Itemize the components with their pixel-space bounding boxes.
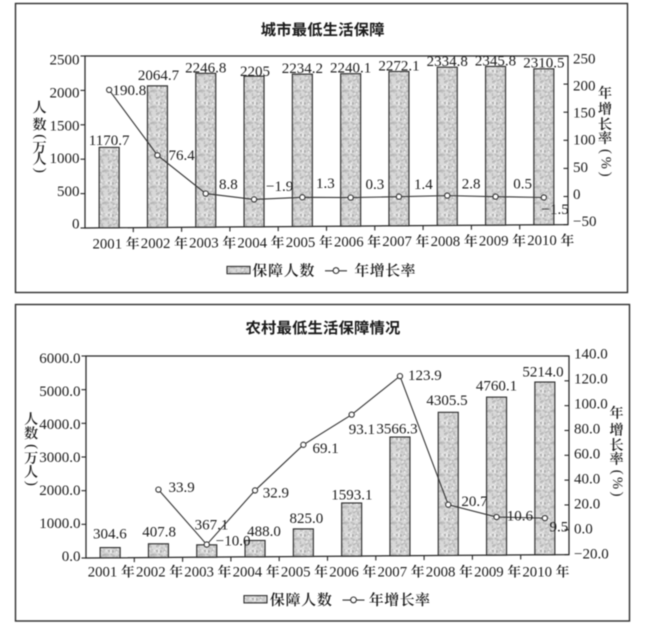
svg-text:2007: 2007 (378, 565, 408, 581)
svg-text:1.3: 1.3 (316, 176, 335, 192)
svg-text:120.0: 120.0 (574, 372, 608, 388)
svg-text:5000.0: 5000.0 (39, 384, 80, 400)
svg-text:2010: 2010 (522, 565, 552, 581)
svg-text:2002: 2002 (141, 236, 171, 252)
svg-text:20.7: 20.7 (461, 494, 488, 510)
svg-text:2001: 2001 (93, 236, 123, 252)
svg-text:(: ( (609, 470, 625, 475)
svg-text:20.0: 20.0 (574, 497, 600, 513)
svg-text:): ) (609, 492, 625, 497)
svg-text:2272.1: 2272.1 (378, 58, 419, 74)
svg-text:1500: 1500 (50, 118, 80, 134)
svg-text:): ) (32, 168, 48, 173)
svg-text:2001: 2001 (88, 565, 118, 581)
svg-text:2004: 2004 (237, 235, 267, 251)
svg-text:−1.5: −1.5 (542, 202, 569, 218)
svg-text:2500: 2500 (50, 53, 80, 69)
svg-text:500: 500 (57, 184, 80, 200)
svg-text:2006: 2006 (334, 235, 364, 251)
svg-text:4000.0: 4000.0 (39, 417, 80, 433)
svg-text:9.5: 9.5 (550, 520, 569, 536)
svg-text:2009: 2009 (479, 234, 509, 250)
svg-text:2009: 2009 (474, 565, 504, 581)
svg-text:): ) (24, 481, 40, 486)
svg-text:−10.0: −10.0 (216, 534, 251, 550)
svg-text:2008: 2008 (426, 565, 456, 581)
svg-text:2005: 2005 (286, 235, 316, 251)
svg-text:1000.0: 1000.0 (39, 516, 80, 532)
svg-text:60.0: 60.0 (574, 447, 600, 463)
svg-text:0.3: 0.3 (366, 177, 385, 193)
svg-text:100: 100 (573, 133, 596, 149)
svg-text:%: % (598, 157, 614, 169)
svg-text:0.5: 0.5 (513, 177, 532, 193)
svg-text:100.0: 100.0 (574, 397, 608, 413)
svg-text:2006: 2006 (329, 565, 359, 581)
svg-text:1000: 1000 (50, 151, 80, 167)
svg-text:2010: 2010 (527, 233, 557, 249)
svg-text:1593.1: 1593.1 (331, 488, 372, 504)
svg-text:3000.0: 3000.0 (39, 450, 80, 466)
svg-text:(: ( (24, 444, 40, 449)
svg-text:200: 200 (573, 79, 596, 95)
svg-text:304.6: 304.6 (93, 526, 127, 542)
svg-text:4760.1: 4760.1 (476, 379, 517, 395)
svg-text:33.9: 33.9 (169, 480, 195, 496)
svg-text:488.0: 488.0 (247, 524, 281, 540)
svg-text:140.0: 140.0 (574, 347, 608, 363)
svg-text:2.8: 2.8 (462, 177, 481, 193)
svg-text:4305.5: 4305.5 (426, 393, 467, 409)
svg-text:3566.3: 3566.3 (376, 422, 417, 438)
svg-text:2002: 2002 (136, 565, 166, 581)
svg-text:2003: 2003 (184, 565, 214, 581)
svg-text:2000: 2000 (50, 86, 80, 102)
svg-text:5214.0: 5214.0 (522, 364, 563, 380)
svg-text:190.8: 190.8 (113, 83, 147, 99)
svg-text:2007: 2007 (382, 234, 412, 250)
svg-text:%: % (609, 477, 625, 489)
svg-text:50: 50 (573, 160, 588, 176)
svg-text:2000.0: 2000.0 (39, 483, 80, 499)
svg-text:(: ( (32, 134, 48, 139)
svg-text:2004: 2004 (233, 565, 263, 581)
svg-text:2334.8: 2334.8 (427, 54, 468, 70)
svg-text:0: 0 (573, 187, 581, 203)
svg-text:2240.1: 2240.1 (330, 61, 371, 77)
svg-text:2246.8: 2246.8 (185, 60, 226, 76)
svg-text:1.4: 1.4 (414, 177, 433, 193)
svg-text:40.0: 40.0 (574, 472, 600, 488)
svg-text:80.0: 80.0 (574, 422, 600, 438)
svg-text:407.8: 407.8 (142, 524, 176, 540)
svg-text:6000.0: 6000.0 (39, 351, 80, 367)
svg-text:2003: 2003 (189, 236, 219, 252)
svg-text:2345.8: 2345.8 (475, 53, 516, 69)
svg-text:150: 150 (573, 106, 596, 122)
svg-text:0.0: 0.0 (62, 549, 81, 565)
svg-text:123.9: 123.9 (408, 368, 442, 384)
svg-text:2234.2: 2234.2 (282, 61, 323, 77)
svg-text:250: 250 (573, 51, 596, 67)
svg-text:2008: 2008 (431, 234, 461, 250)
svg-text:1170.7: 1170.7 (89, 133, 130, 149)
svg-text:−20.0: −20.0 (574, 547, 609, 563)
svg-text:825.0: 825.0 (289, 511, 323, 527)
svg-text:8.8: 8.8 (219, 177, 238, 193)
svg-text:0: 0 (72, 217, 80, 233)
svg-text:93.1: 93.1 (349, 422, 375, 438)
svg-text:76.4: 76.4 (169, 148, 196, 164)
svg-text:10.6: 10.6 (507, 509, 534, 525)
svg-text:−1.9: −1.9 (266, 179, 293, 195)
svg-text:2310.5: 2310.5 (523, 56, 564, 72)
svg-text:): ) (598, 172, 614, 177)
svg-text:−50: −50 (573, 214, 596, 230)
svg-text:2205: 2205 (240, 64, 270, 80)
svg-text:2005: 2005 (281, 565, 311, 581)
svg-text:2064.7: 2064.7 (138, 68, 180, 84)
svg-text:69.1: 69.1 (313, 441, 339, 457)
svg-text:0.0: 0.0 (574, 522, 593, 538)
svg-text:(: ( (598, 149, 614, 154)
svg-text:32.9: 32.9 (263, 485, 289, 501)
